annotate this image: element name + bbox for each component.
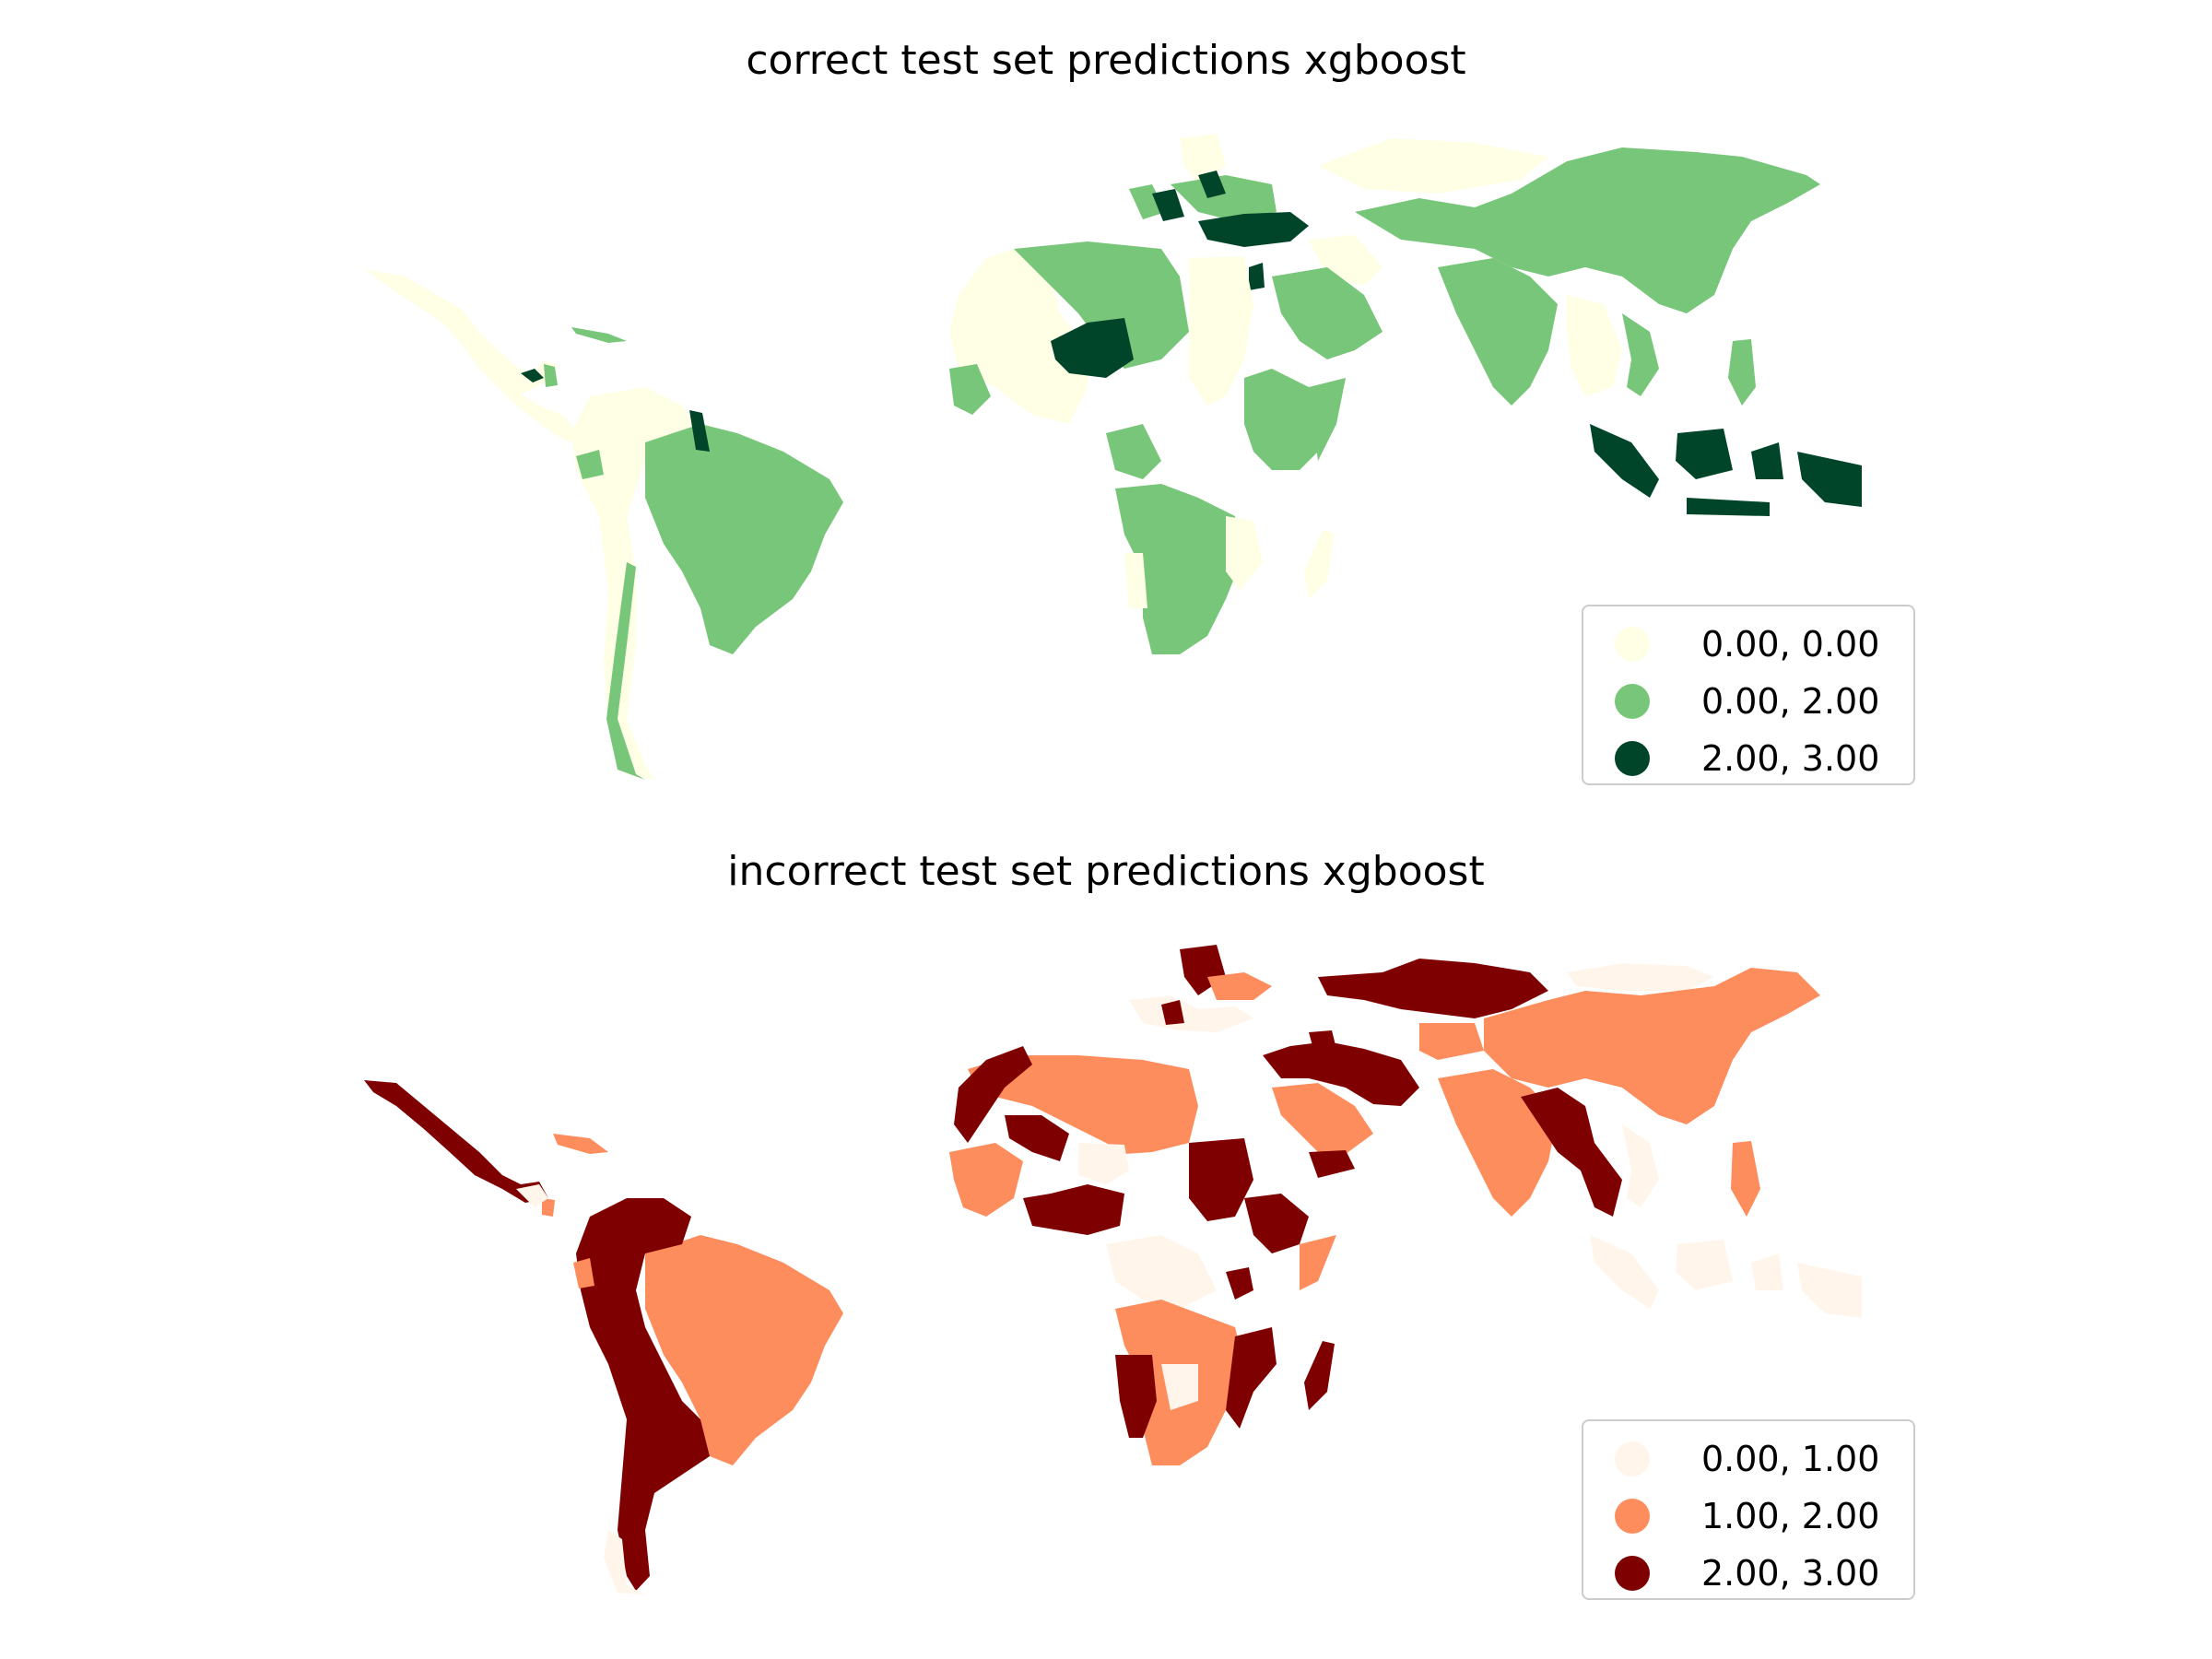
region-caribbean bbox=[544, 327, 627, 387]
region-guyana bbox=[689, 410, 710, 452]
region-india bbox=[1438, 1069, 1558, 1217]
legend-label: 2.00, 3.00 bbox=[1701, 738, 1880, 779]
region-southern-africa-light bbox=[1124, 516, 1263, 608]
region-kazakh-mongolia bbox=[1355, 147, 1820, 313]
region-southern-africa-green bbox=[1115, 484, 1244, 654]
region-ukraine-dark bbox=[1152, 171, 1226, 221]
region-myanmar-dark bbox=[1521, 1088, 1622, 1217]
region-indochina bbox=[1567, 295, 1622, 396]
map-title: correct test set predictions xgboost bbox=[746, 37, 1466, 84]
legend-swatch bbox=[1615, 1499, 1650, 1534]
region-chile-strip bbox=[606, 562, 645, 780]
legend-label: 2.00, 3.00 bbox=[1701, 1553, 1880, 1594]
region-central-america-light bbox=[516, 1184, 548, 1207]
map-title: incorrect test set predictions xgboost bbox=[727, 848, 1485, 895]
world-map-incorrect bbox=[364, 945, 1862, 1594]
region-caribbean bbox=[542, 1134, 608, 1217]
region-sudan-dark bbox=[1189, 1138, 1253, 1221]
region-morocco-dark bbox=[954, 1046, 1032, 1143]
correct-predictions-map-panel: correct test set predictions xgboost 0.0… bbox=[0, 0, 2212, 811]
region-egypt-sudan-light bbox=[1189, 256, 1253, 406]
region-north-america bbox=[364, 269, 579, 442]
region-nigeria-dark bbox=[1023, 1184, 1124, 1235]
legend: 0.00, 1.00 1.00, 2.00 2.00, 3.00 bbox=[1582, 1419, 1915, 1600]
region-madagascar-dark bbox=[1304, 1341, 1335, 1410]
region-horn-orange bbox=[1300, 1235, 1336, 1290]
region-colombia bbox=[576, 450, 604, 479]
region-vietnam bbox=[1622, 313, 1659, 396]
region-arabia-orange bbox=[1272, 1083, 1373, 1154]
legend-entry: 0.00, 2.00 bbox=[1600, 673, 1897, 730]
region-central-america-dark bbox=[521, 369, 544, 382]
region-brazil bbox=[645, 424, 843, 654]
region-niger-dark bbox=[1051, 318, 1134, 378]
region-iraq-dark bbox=[1249, 263, 1265, 290]
legend-entry: 1.00, 2.00 bbox=[1600, 1488, 1897, 1545]
legend-swatch bbox=[1615, 1441, 1650, 1477]
region-namibia-dark bbox=[1115, 1355, 1157, 1438]
region-andes-dark bbox=[576, 1198, 710, 1591]
region-west-coast-green bbox=[949, 364, 991, 415]
region-europe-light bbox=[1129, 995, 1253, 1032]
region-southern-cone-light bbox=[604, 1530, 645, 1594]
region-central-asia-orange bbox=[1419, 1023, 1484, 1060]
region-central-africa-light bbox=[1106, 1235, 1217, 1309]
region-sahel-dark bbox=[1005, 1115, 1069, 1161]
region-mexico bbox=[364, 1080, 548, 1203]
region-arabia bbox=[1272, 267, 1382, 359]
legend-label: 0.00, 2.00 bbox=[1701, 681, 1880, 722]
region-se-asia-light bbox=[1622, 1124, 1659, 1207]
region-andes-light bbox=[571, 387, 700, 780]
region-west-africa-light bbox=[1078, 1143, 1129, 1184]
region-east-africa-green bbox=[1244, 369, 1327, 470]
region-europe-green bbox=[1129, 175, 1277, 221]
region-middle-east-dark bbox=[1263, 1041, 1419, 1106]
region-india bbox=[1438, 258, 1558, 406]
legend-swatch bbox=[1615, 684, 1650, 719]
region-philippines bbox=[1728, 339, 1756, 406]
region-mongolia-light bbox=[1567, 963, 1714, 991]
region-yemen-dark bbox=[1309, 1150, 1355, 1178]
region-horn-green bbox=[1309, 378, 1346, 461]
region-mozambique-dark bbox=[1226, 1327, 1277, 1429]
region-russia-north bbox=[1318, 138, 1548, 194]
region-indonesia-light bbox=[1590, 1235, 1862, 1318]
region-ethiopia-dark bbox=[1244, 1194, 1309, 1253]
legend-entry: 0.00, 0.00 bbox=[1600, 616, 1897, 673]
legend-entry: 0.00, 1.00 bbox=[1600, 1430, 1897, 1488]
region-europe-orange bbox=[1207, 972, 1272, 1000]
region-north-africa-orange bbox=[968, 1055, 1198, 1154]
region-sahara-green bbox=[1014, 241, 1189, 369]
incorrect-predictions-map-panel: incorrect test set predictions xgboost 0… bbox=[0, 811, 2212, 1659]
region-philippines bbox=[1731, 1141, 1760, 1217]
region-kazakhstan-dark bbox=[1318, 959, 1548, 1018]
legend-swatch bbox=[1615, 627, 1650, 662]
region-ecuador-light bbox=[573, 1258, 594, 1288]
region-central-africa-green bbox=[1106, 424, 1161, 479]
world-map-correct bbox=[364, 134, 1862, 780]
region-kenya-dark bbox=[1226, 1267, 1253, 1300]
legend-entry: 2.00, 3.00 bbox=[1600, 1545, 1897, 1602]
region-turkey bbox=[1198, 212, 1309, 247]
legend-label: 1.00, 2.00 bbox=[1701, 1496, 1880, 1536]
region-west-africa-orange bbox=[949, 1143, 1023, 1217]
legend-entry: 2.00, 3.00 bbox=[1600, 730, 1897, 787]
legend-swatch bbox=[1615, 741, 1650, 776]
region-botswana-light bbox=[1161, 1364, 1198, 1410]
region-madagascar bbox=[1304, 530, 1335, 599]
legend-label: 0.00, 0.00 bbox=[1701, 624, 1880, 665]
region-brazil bbox=[645, 1235, 843, 1465]
legend: 0.00, 0.00 0.00, 2.00 2.00, 3.00 bbox=[1582, 605, 1915, 785]
region-indonesia bbox=[1590, 424, 1862, 516]
legend-swatch bbox=[1615, 1556, 1650, 1591]
legend-label: 0.00, 1.00 bbox=[1701, 1439, 1880, 1479]
region-china bbox=[1484, 968, 1820, 1124]
